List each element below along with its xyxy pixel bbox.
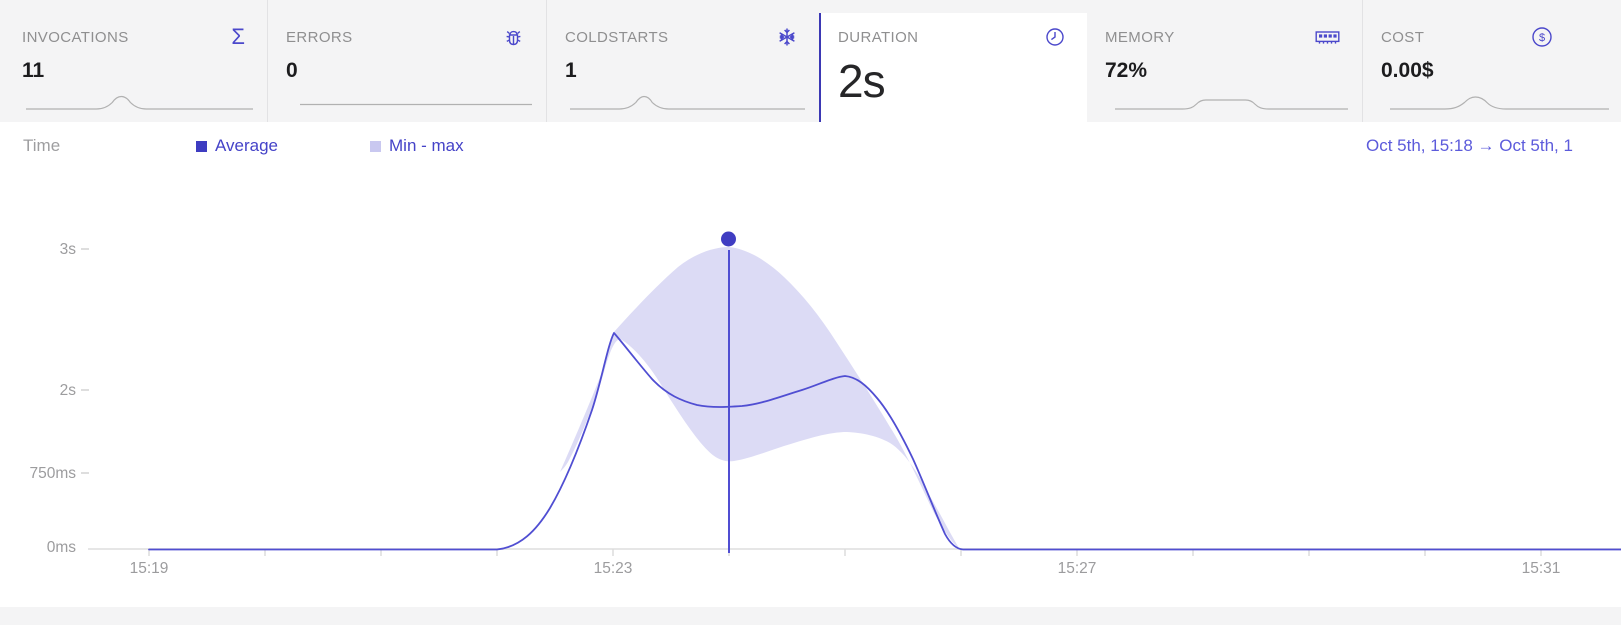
svg-text:$: $ (1539, 32, 1545, 44)
svg-text:15:27: 15:27 (1058, 560, 1097, 577)
tab-errors[interactable]: ERRORS 0 (268, 0, 547, 122)
svg-text:15:31: 15:31 (1522, 560, 1561, 577)
errors-value: 0 (286, 59, 298, 82)
memory-value: 72% (1105, 59, 1148, 82)
hover-marker-dot (721, 231, 736, 247)
legend-item-minmax[interactable]: Min - max (370, 136, 464, 156)
snowflake-icon (777, 27, 797, 47)
errors-sparkline (300, 88, 532, 113)
average-swatch (196, 140, 207, 152)
dollar-icon: $ (1531, 26, 1553, 48)
average-line (148, 332, 1621, 551)
invocations-label: INVOCATIONS (22, 28, 129, 46)
svg-text:3s: 3s (60, 241, 77, 258)
invocations-value: 11 (22, 59, 45, 82)
date-range-picker[interactable]: Oct 5th, 15:18 → Oct 5th, 1 (1366, 136, 1573, 155)
duration-plot[interactable]: 15:19 15:23 15:27 15:31 3s 2s 750ms 0ms (0, 122, 1621, 607)
cost-value: 0.00$ (1381, 59, 1434, 82)
duration-value: 2s (838, 55, 886, 107)
tab-memory[interactable]: MEMORY 72% (1087, 0, 1363, 122)
x-axis-labels: 15:19 15:23 15:27 15:31 (130, 560, 1561, 577)
y-axis-labels: 3s 2s 750ms 0ms (29, 241, 76, 556)
average-legend-label: Average (215, 136, 279, 155)
svg-text:15:23: 15:23 (594, 560, 633, 577)
coldstarts-label: COLDSTARTS (565, 28, 669, 46)
invocations-sparkline (26, 88, 253, 113)
minmax-swatch (370, 140, 381, 152)
memory-sparkline (1115, 88, 1348, 113)
tab-invocations[interactable]: INVOCATIONS Σ 11 (0, 0, 268, 122)
coldstarts-sparkline (570, 88, 805, 113)
cost-label: COST (1381, 28, 1425, 46)
bug-icon (503, 27, 524, 48)
clock-icon (1045, 27, 1065, 47)
minmax-legend-label: Min - max (389, 136, 464, 155)
sigma-icon: Σ (231, 24, 245, 49)
y-axis-ticks (81, 248, 89, 474)
svg-text:750ms: 750ms (29, 465, 76, 482)
tab-duration[interactable]: DURATION 2s (819, 13, 1087, 122)
cost-sparkline (1390, 88, 1609, 113)
duration-chart-panel: Time Average Min - max Oct 5th, 15:18 → … (0, 122, 1621, 607)
svg-text:2s: 2s (60, 382, 77, 399)
memory-icon (1315, 28, 1340, 46)
minmax-band (560, 247, 959, 548)
svg-text:15:19: 15:19 (130, 560, 169, 577)
duration-label: DURATION (838, 28, 919, 46)
coldstarts-value: 1 (565, 59, 577, 82)
tab-coldstarts[interactable]: COLDSTARTS 1 (547, 0, 819, 122)
memory-label: MEMORY (1105, 28, 1175, 46)
metric-strip: INVOCATIONS Σ 11 ERRORS 0 (0, 0, 1621, 122)
chart-title: Time (23, 136, 61, 155)
errors-label: ERRORS (286, 28, 353, 46)
tab-cost[interactable]: COST $ 0.00$ (1363, 0, 1621, 122)
svg-text:0ms: 0ms (47, 539, 77, 556)
legend-item-average[interactable]: Average (196, 136, 278, 156)
chart-header: Time Average Min - max Oct 5th, 15:18 → … (0, 122, 1621, 166)
